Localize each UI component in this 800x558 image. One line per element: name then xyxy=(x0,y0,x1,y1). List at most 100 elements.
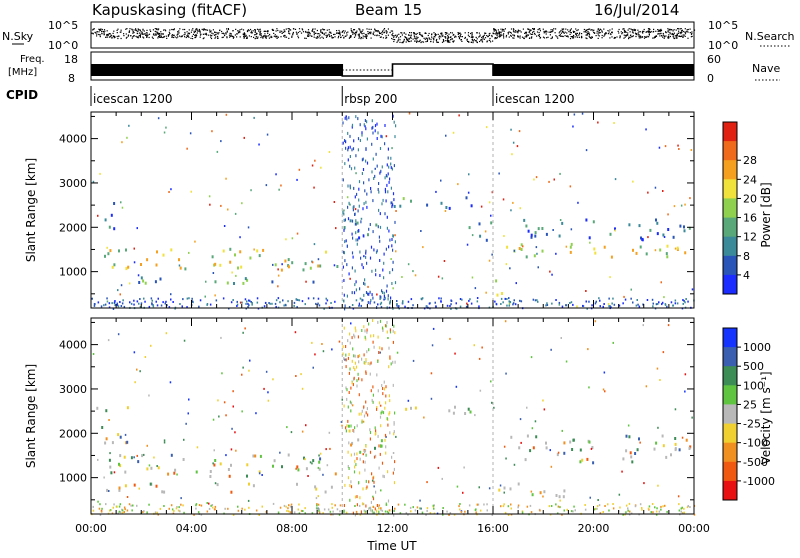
streak-cell xyxy=(355,463,357,467)
nsky-dot xyxy=(210,30,212,32)
ground-cell xyxy=(133,303,135,306)
nsky-dot xyxy=(560,35,562,37)
nsky-dot xyxy=(446,32,448,34)
nsky-dot xyxy=(381,32,383,34)
ground-cell xyxy=(384,510,387,513)
nsky-dot xyxy=(523,37,525,39)
nsky-dot xyxy=(608,31,610,33)
echo-cell xyxy=(469,410,472,414)
nsky-dot xyxy=(687,31,689,33)
nsky-dot xyxy=(391,34,393,36)
nsky-dot xyxy=(157,33,159,35)
nsky-dot xyxy=(601,31,603,33)
nsky-dot xyxy=(531,36,533,38)
nsky-dot xyxy=(365,33,367,36)
streak-cell xyxy=(351,291,353,295)
nsky-dot xyxy=(633,28,635,30)
nsky-dot xyxy=(510,32,512,34)
noise-cell xyxy=(371,479,374,482)
streak-cell xyxy=(369,450,372,454)
ground-cell xyxy=(622,302,624,305)
noise-cell xyxy=(309,461,312,464)
streak-cell xyxy=(387,423,389,427)
nsky-dot xyxy=(466,39,468,41)
streak-cell xyxy=(359,496,361,500)
noise-cell xyxy=(106,246,108,249)
nsky-dot xyxy=(476,38,478,40)
echo-cell xyxy=(530,233,533,237)
streak-cell xyxy=(382,198,384,202)
nsky-dot xyxy=(281,30,283,32)
nsky-dot xyxy=(601,30,603,32)
nsky-dot xyxy=(144,33,146,35)
streak-cell xyxy=(383,261,385,265)
ground-cell xyxy=(603,303,605,305)
nsky-dot xyxy=(230,34,232,36)
echo-cell xyxy=(367,233,369,237)
noise-cell xyxy=(244,327,246,330)
nsky-dot xyxy=(562,31,564,33)
noise-cell xyxy=(278,188,280,191)
echo-cell xyxy=(349,219,352,223)
ground-cell xyxy=(476,503,479,506)
nsky-dot xyxy=(420,34,422,36)
nsky-dot xyxy=(355,31,357,33)
nsky-dot xyxy=(306,32,309,34)
noise-cell xyxy=(678,148,680,150)
nsky-dot xyxy=(430,38,432,40)
nsky-dot xyxy=(492,32,494,35)
echo-cell xyxy=(248,482,250,486)
nave-tick-bottom: 0 xyxy=(707,72,714,85)
echo-cell xyxy=(125,267,128,271)
echo-cell xyxy=(672,235,675,239)
echo-cell xyxy=(155,484,158,488)
nsky-dot xyxy=(199,34,202,36)
nsky-dot xyxy=(96,33,98,35)
noise-cell xyxy=(642,324,644,327)
ground-cell xyxy=(104,303,107,306)
nsky-dot xyxy=(359,31,361,33)
noise-cell xyxy=(657,426,659,429)
echo-cell xyxy=(296,465,299,469)
noise-cell xyxy=(189,132,192,135)
nsky-dot xyxy=(577,36,579,38)
streak-cell xyxy=(345,429,347,433)
ground-cell xyxy=(660,508,662,511)
nsky-dot xyxy=(560,29,562,32)
nsky-dot xyxy=(313,34,315,36)
streak-cell xyxy=(348,116,350,120)
nsky-dot xyxy=(426,39,429,41)
echo-cell xyxy=(162,253,165,257)
echo-cell xyxy=(262,248,265,252)
nsky-dot xyxy=(171,28,173,31)
nsky-dot xyxy=(627,34,629,36)
nsky-dot xyxy=(342,34,344,37)
nsky-dot xyxy=(234,34,236,36)
noise-cell xyxy=(420,507,422,510)
nsky-dot xyxy=(385,37,387,39)
nsky-dot xyxy=(261,35,263,38)
noise-cell xyxy=(510,128,512,131)
ytick-label: 2000 xyxy=(59,427,87,440)
nsky-dot xyxy=(204,29,206,31)
nsky-dot xyxy=(539,30,541,32)
nsky-dot xyxy=(273,35,275,37)
nsky-dot xyxy=(675,37,677,39)
streak-cell xyxy=(345,239,347,243)
nsky-dot xyxy=(146,35,148,37)
colorbar-segment xyxy=(723,122,737,142)
nsky-dot xyxy=(200,33,202,35)
streak-cell xyxy=(390,162,392,166)
streak-cell xyxy=(366,350,368,354)
echo-cell xyxy=(163,490,166,494)
noise-cell xyxy=(212,272,215,274)
ground-cell xyxy=(680,510,682,513)
ground-cell xyxy=(130,504,132,507)
nsky-dot xyxy=(157,37,159,39)
noise-cell xyxy=(247,226,250,229)
nsky-dot xyxy=(274,34,276,36)
streak-cell xyxy=(343,404,345,408)
nsky-dot xyxy=(138,35,140,37)
nsky-dot xyxy=(404,36,406,38)
